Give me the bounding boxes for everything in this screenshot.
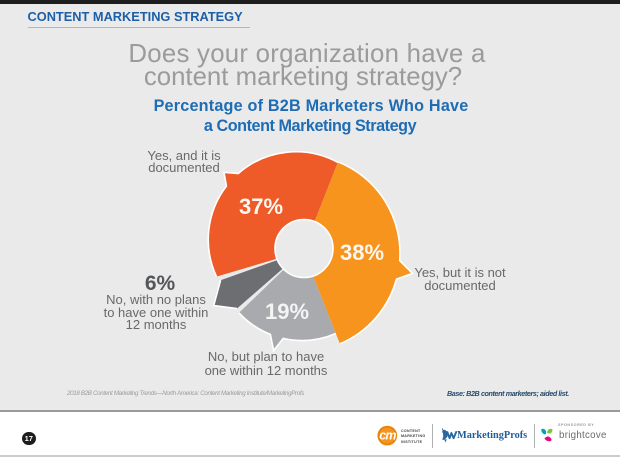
svg-text:cm: cm xyxy=(379,429,396,443)
